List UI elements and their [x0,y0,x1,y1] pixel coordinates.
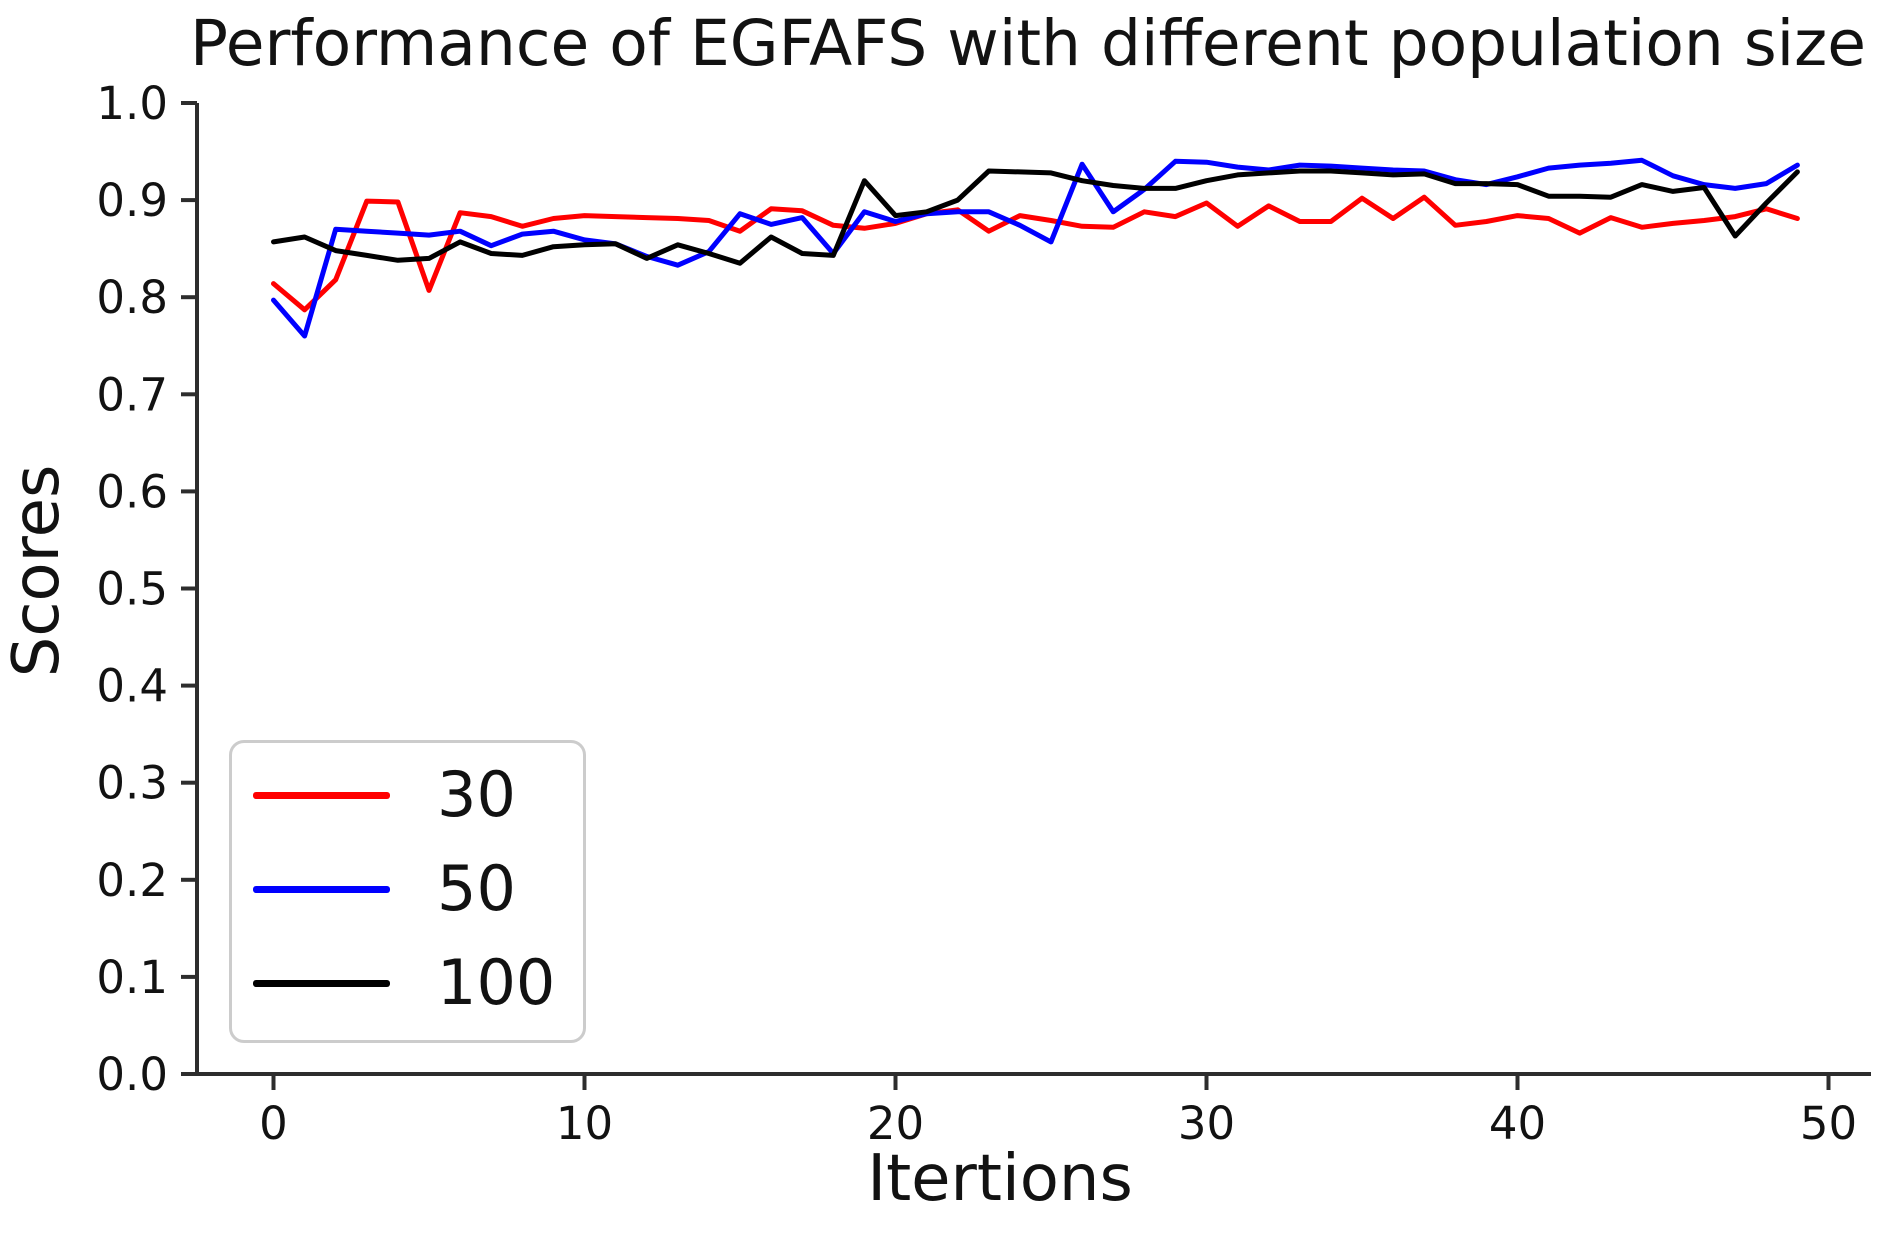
chart-title: Performance of EGFAFS with different pop… [189,7,1867,80]
legend: 30 50 100 [229,740,586,1043]
x-tick-label: 30 [1178,1097,1235,1150]
data-line-50 [271,157,1800,339]
y-tick-label: 0.0 [96,1048,168,1101]
y-tick-label: 0.9 [96,174,168,227]
data-line-100 [271,168,1800,266]
y-tick-label: 0.8 [96,271,168,324]
legend-item-30: 30 [232,748,583,842]
x-tick-label: 20 [867,1097,924,1150]
legend-label: 100 [437,946,556,1019]
legend-line-sample [253,979,390,987]
y-tick-label: 0.7 [96,368,168,421]
legend-item-50: 50 [232,842,583,936]
legend-label: 30 [437,758,516,831]
legend-label: 50 [437,852,516,925]
y-tick-label: 0.2 [96,854,168,907]
x-tick-label: 50 [1800,1097,1857,1150]
data-line-30 [271,194,1800,313]
y-tick-label: 0.1 [96,951,168,1004]
x-tick-label: 10 [556,1097,613,1150]
legend-item-100: 100 [232,936,583,1030]
legend-line-sample [253,791,390,799]
y-tick-label: 0.6 [96,465,168,518]
x-axis-label: Itertions [867,1142,1133,1216]
y-tick-label: 0.3 [96,757,168,810]
x-tick-label: 40 [1489,1097,1546,1150]
x-tick-label: 0 [259,1097,288,1150]
y-tick-label: 1.0 [96,77,168,130]
legend-line-sample [253,885,390,893]
y-tick-label: 0.5 [96,563,168,616]
y-tick-label: 0.4 [96,660,168,713]
